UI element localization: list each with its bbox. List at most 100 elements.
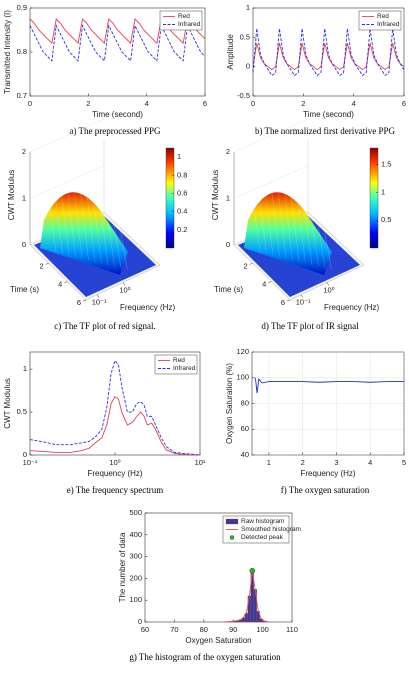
x-axis-label: Frequency (Hz) — [120, 303, 175, 312]
y-tick-label: 100 — [236, 373, 249, 382]
x-tick-label: 1 — [267, 458, 271, 467]
z-tick-label: 0 — [22, 240, 26, 249]
surface-ridge-line — [80, 191, 89, 261]
x-tick-label: 5 — [402, 458, 406, 467]
x-tick-label: 4 — [352, 99, 356, 108]
surface-ridge-line — [106, 210, 115, 267]
y-tick-label: 40 — [241, 450, 249, 459]
series-line — [29, 18, 206, 45]
y-tick-label: 0 — [23, 450, 27, 459]
z-tick-label: 0 — [226, 240, 230, 249]
y-tick-label: 6 — [77, 298, 81, 307]
series-line — [222, 571, 268, 623]
surface-ridge-line — [54, 190, 63, 254]
legend-swatch — [225, 518, 239, 525]
x-tick — [326, 282, 330, 286]
y-axis-label: Transmitted Intensity (I) — [3, 10, 12, 94]
caption: c) The TF plot of red signal. — [54, 321, 155, 331]
peak-marker — [249, 568, 256, 574]
y-tick-label: 80 — [241, 398, 249, 407]
x-axis-label: Oxygen Saturation — [185, 636, 251, 645]
x-tick-label: 10⁰ — [323, 285, 334, 294]
series-line — [254, 377, 404, 394]
y-tick-label: 400 — [129, 530, 142, 539]
y-tick-label: 0 — [246, 62, 250, 71]
colorbar-tick-label: 0.8 — [177, 170, 187, 179]
surface-ridge-line — [67, 188, 76, 257]
legend-swatch — [229, 535, 235, 540]
x-tick-label: 2 — [301, 99, 305, 108]
y-tick-label: 1 — [23, 364, 27, 373]
z-tick — [233, 165, 309, 199]
caption: a) The preprocessed PPG — [69, 126, 161, 136]
y-tick — [64, 281, 68, 283]
y-axis-label: CWT Modulus — [3, 378, 12, 429]
legend-label: Detected peak — [241, 534, 284, 541]
surface-ridge-line — [251, 192, 261, 253]
surface-ridge-line — [264, 189, 274, 256]
surface-ridge-line — [284, 191, 293, 261]
colorbar-tick-label: 0.6 — [177, 188, 187, 197]
colorbar-tick-label: 0.4 — [177, 207, 187, 216]
x-axis-label: Frequency (Hz) — [324, 303, 379, 312]
colorbar — [165, 147, 175, 249]
y-axis-label: Oxygen Saturation (%) — [225, 363, 234, 444]
surface-ridge-line — [93, 198, 102, 264]
y-tick-label: 60 — [241, 424, 249, 433]
surface-ridge-line — [297, 198, 306, 264]
series-line — [29, 24, 206, 62]
x-tick-label: 110 — [286, 625, 298, 634]
caption: d) The TF plot of IR signal — [261, 321, 359, 331]
x-tick-label: 70 — [170, 625, 178, 634]
caption: g) The histogram of the oxygen saturatio… — [129, 652, 281, 662]
x-tick — [96, 294, 100, 298]
surface-ridge-line — [316, 217, 326, 269]
y-tick-label: 100 — [129, 595, 142, 604]
legend-box — [159, 10, 203, 31]
x-tick — [122, 282, 126, 286]
y-tick — [268, 281, 272, 283]
y-tick — [82, 299, 87, 302]
surface-ridge — [40, 192, 128, 275]
y-tick-label: 6 — [281, 298, 285, 307]
y-tick-label: 2 — [39, 261, 43, 270]
series-line — [252, 28, 405, 77]
x-tick-label: 3 — [334, 458, 338, 467]
x-tick-label: 100 — [256, 625, 269, 634]
colorbar — [369, 147, 379, 249]
x-tick-label: 4 — [368, 458, 372, 467]
y-tick-label: 0.8 — [17, 47, 27, 56]
surface-ridge-line — [99, 203, 109, 265]
x-tick-label: 80 — [200, 625, 208, 634]
y-axis-label: Time (s) — [214, 285, 243, 294]
legend-label: Infrared — [178, 21, 201, 28]
surface-ridge — [244, 192, 332, 275]
x-tick-label: 0 — [28, 99, 32, 108]
z-tick — [29, 118, 105, 153]
legend-label: Infrared — [377, 21, 400, 28]
surface-ridge-line — [323, 225, 332, 270]
surface-ridge-line — [290, 194, 300, 262]
z-tick-label: 1 — [22, 193, 26, 202]
x-tick-label: 2 — [301, 458, 305, 467]
y-tick-label: 0.5 — [17, 407, 27, 416]
x-tick-label: 6 — [203, 99, 207, 108]
x-tick-label: 10⁻¹ — [92, 298, 107, 307]
legend-label: Raw histogram — [241, 518, 284, 525]
surface-ridge-line — [119, 225, 128, 270]
legend-label: Infrared — [173, 365, 196, 372]
y-tick-label: -0.5 — [237, 91, 250, 100]
y-tick-label: 300 — [129, 552, 142, 561]
y-axis-label: Amplitude — [226, 34, 235, 70]
x-tick-label: 10⁻¹ — [23, 458, 38, 467]
surface-ridge-line — [271, 188, 280, 257]
x-axis-label: Time (second) — [92, 110, 143, 119]
z-axis-label: CWT Modulus — [211, 170, 220, 221]
legend-label: Red — [377, 13, 389, 20]
y-tick-label: 2 — [243, 261, 247, 270]
legend-label: Red — [178, 13, 190, 20]
y-tick-label: 4 — [58, 280, 62, 289]
x-tick-label: 0 — [251, 99, 255, 108]
y-tick-label: 0 — [138, 617, 142, 626]
